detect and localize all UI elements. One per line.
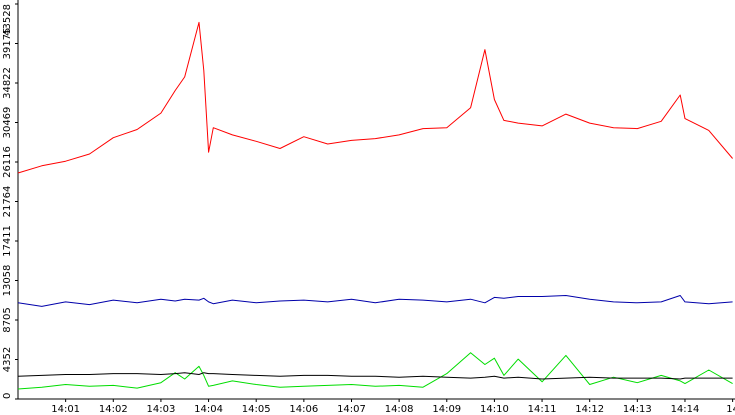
x-tick-label: 14:01 [51,404,80,415]
y-tick-label: 34822 [2,67,13,99]
y-tick-labels: 0 4352 8705 13058 17411 21764 26116 30469 34822 3… [2,3,18,400]
series-line-3 [17,372,733,380]
x-tick-label: 14:05 [242,404,271,415]
series-line-0 [17,21,733,174]
y-tick-label: 39175 [2,28,13,60]
y-tick-label: 17411 [2,225,13,257]
x-tick-label: 14:06 [289,404,318,415]
y-tick-label: 30469 [2,107,13,139]
y-tick-label: 8705 [2,307,13,332]
y-tick-label: 43528 [2,4,13,36]
x-tick-label: 14:14 [671,404,700,415]
series-lines [17,21,733,390]
x-tick-label: 14:08 [385,404,414,415]
series-line-1 [17,295,733,307]
series-line-2 [17,352,733,390]
x-tick-label: 14:10 [480,404,509,415]
x-tick-labels: 14:01 14:02 14:03 14:04 14:05 14:06 14:07 14:08… [51,399,735,415]
y-tick-label: 0 [2,393,13,399]
x-tick-label: 14 [726,404,735,415]
x-tick-label: 14:04 [194,404,223,415]
y-tick-label: 26116 [2,146,13,178]
y-tick-label: 21764 [2,186,13,218]
x-tick-label: 14:12 [575,404,604,415]
x-tick-label: 14:07 [337,404,366,415]
y-tick-label: 4352 [2,347,13,372]
x-tick-label: 14:13 [623,404,652,415]
x-tick-label: 14:09 [432,404,461,415]
x-tick-label: 14:02 [99,404,128,415]
x-tick-label: 14:11 [528,404,557,415]
y-tick-label: 13058 [2,265,13,297]
x-tick-label: 14:03 [147,404,176,415]
